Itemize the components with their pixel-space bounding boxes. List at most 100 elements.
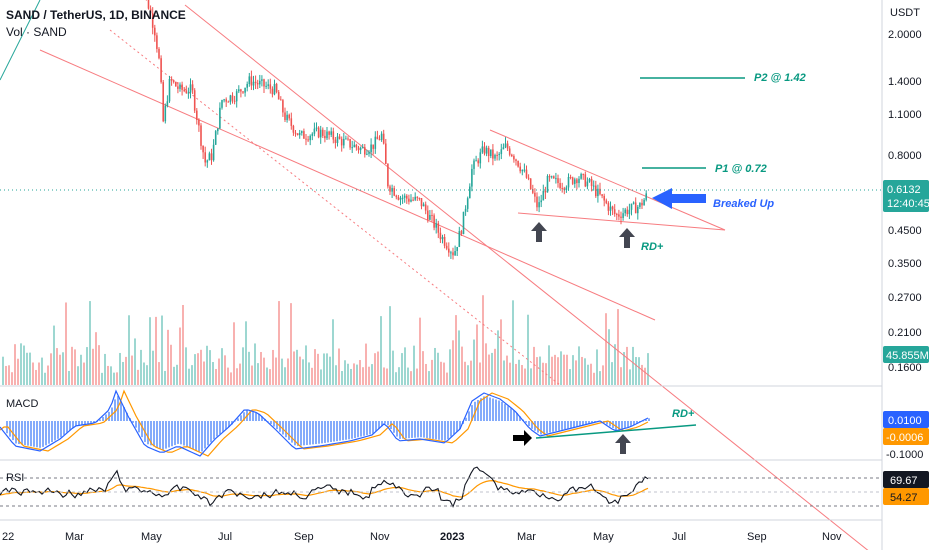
- macd-histogram-bar: [117, 395, 119, 421]
- candle-body: [448, 248, 450, 253]
- macd-histogram-bar: [567, 421, 569, 429]
- candle-body: [559, 183, 561, 189]
- volume-bar: [77, 366, 79, 385]
- candle-body: [567, 176, 570, 188]
- macd-histogram-bar: [429, 421, 431, 439]
- volume-bar: [428, 371, 430, 385]
- candle-body: [154, 27, 156, 36]
- macd-histogram-bar: [141, 421, 143, 438]
- candle-body: [437, 223, 440, 233]
- volume-bar: [563, 354, 565, 385]
- volume-bar: [155, 316, 157, 385]
- candle-body: [298, 132, 301, 136]
- candle-body: [271, 88, 274, 95]
- volume-bar: [230, 372, 232, 385]
- volume-bar: [293, 351, 295, 385]
- candle-body: [282, 100, 284, 113]
- volume-bar: [509, 362, 511, 385]
- candle-body: [620, 216, 622, 218]
- volume-bar: [377, 351, 379, 385]
- macd-histogram-bar: [90, 421, 92, 424]
- price-tick: 0.1600: [888, 362, 922, 374]
- macd-histogram-bar: [354, 421, 356, 439]
- volume-bar: [395, 372, 397, 385]
- volume-bar: [383, 367, 385, 385]
- candle-body: [607, 203, 610, 211]
- candle-body: [395, 195, 398, 198]
- candle-body: [519, 166, 521, 172]
- rsi-ma-badge: [883, 488, 929, 505]
- candle-body: [397, 197, 400, 200]
- candle-body: [275, 83, 278, 93]
- macd-histogram-bar: [108, 411, 110, 421]
- macd-histogram-bar: [138, 421, 140, 433]
- volume-bar: [527, 314, 529, 385]
- candle-body: [420, 198, 423, 207]
- candle-body: [317, 127, 320, 138]
- macd-histogram-bar: [573, 421, 575, 428]
- volume-bar: [608, 329, 610, 385]
- macd-histogram-bar: [54, 421, 56, 441]
- macd-histogram-bar: [276, 421, 278, 430]
- macd-histogram-bar: [561, 421, 563, 430]
- volume-badge: [883, 346, 929, 363]
- candle-body: [469, 186, 471, 199]
- candle-body: [376, 136, 379, 140]
- macd-histogram-bar: [156, 421, 158, 448]
- volume-bar: [542, 362, 544, 385]
- volume-bar: [284, 367, 286, 385]
- candle-body: [177, 86, 179, 89]
- candle-body: [200, 125, 202, 146]
- time-label: Sep: [294, 531, 314, 543]
- macd-histogram-bar: [576, 421, 578, 427]
- candle-body: [525, 169, 528, 178]
- volume-bar: [299, 356, 301, 385]
- candle-body: [500, 149, 503, 155]
- candle-body: [160, 58, 162, 83]
- candle-body: [250, 76, 253, 86]
- macd-histogram-bar: [261, 416, 263, 421]
- macd-histogram-bar: [297, 421, 299, 446]
- macd-histogram-bar: [558, 421, 560, 431]
- macd-histogram-bar: [99, 419, 101, 421]
- macd-histogram-bar: [87, 421, 89, 424]
- macd-histogram-bar: [324, 421, 326, 443]
- candle-body: [540, 200, 542, 203]
- candle-body: [351, 147, 353, 149]
- macd-histogram-bar: [618, 421, 620, 430]
- volume-bar: [203, 361, 205, 385]
- volume-bar: [314, 349, 316, 385]
- macd-histogram-bar: [417, 421, 419, 438]
- macd-histogram-bar: [45, 421, 47, 446]
- macd-histogram-bar: [258, 413, 260, 421]
- macd-histogram-bar: [549, 421, 551, 433]
- candle-body: [401, 197, 404, 199]
- candle-body: [378, 139, 381, 141]
- candle-body: [431, 214, 433, 216]
- candle-body: [553, 176, 555, 179]
- candle-body: [196, 110, 198, 120]
- volume-bar: [446, 372, 448, 385]
- candle-body: [208, 153, 211, 161]
- macd-histogram-bar: [495, 399, 497, 421]
- macd-histogram-bar: [252, 412, 254, 421]
- volume-bar: [566, 354, 568, 385]
- volume-bar: [266, 367, 268, 385]
- candle-body: [584, 174, 587, 187]
- macd-histogram-bar: [510, 408, 512, 421]
- macd-histogram-bar: [555, 421, 557, 432]
- macd-histogram-bar: [537, 421, 539, 433]
- candle-body: [313, 128, 316, 134]
- candle-body: [634, 202, 637, 214]
- macd-histogram-bar: [303, 421, 305, 446]
- macd-histogram-bar: [642, 421, 644, 422]
- candle-body: [336, 136, 339, 144]
- macd-histogram-bar: [624, 421, 626, 428]
- macd-histogram-bar: [33, 421, 35, 447]
- candle-body: [359, 147, 362, 151]
- macd-histogram-bar: [393, 421, 395, 433]
- macd-histogram-bar: [468, 411, 470, 421]
- volume-bar: [425, 363, 427, 385]
- candle-body: [256, 83, 259, 85]
